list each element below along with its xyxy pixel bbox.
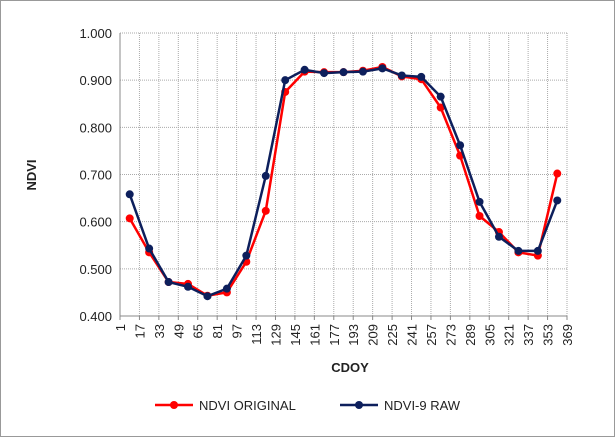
legend-marker — [355, 401, 363, 409]
x-tick-label: 65 — [191, 324, 206, 338]
data-point — [397, 71, 406, 80]
x-tick-label: 209 — [366, 324, 381, 346]
x-tick-label: 305 — [482, 324, 497, 346]
data-point — [475, 197, 484, 206]
data-point — [436, 92, 445, 101]
data-point — [261, 206, 270, 215]
data-point — [164, 278, 173, 287]
x-tick-label: 129 — [268, 324, 283, 346]
data-point — [494, 232, 503, 241]
y-tick-label: 0.600 — [79, 215, 112, 230]
data-point — [533, 246, 542, 255]
y-tick-label: 0.400 — [79, 309, 112, 324]
y-tick-label: 0.800 — [79, 120, 112, 135]
y-tick-label: 0.900 — [79, 73, 112, 88]
legend-label: NDVI-9 RAW — [384, 398, 461, 413]
legend-marker — [170, 401, 178, 409]
data-point — [553, 169, 562, 178]
x-tick-label: 49 — [171, 324, 186, 338]
x-tick-label: 113 — [249, 324, 264, 345]
y-tick-label: 0.700 — [79, 168, 112, 183]
x-tick-label: 17 — [132, 324, 147, 338]
x-tick-label: 1 — [113, 324, 128, 331]
x-tick-label: 193 — [346, 324, 361, 346]
x-tick-label: 353 — [541, 324, 556, 346]
data-point — [222, 284, 231, 293]
data-point — [436, 103, 445, 112]
data-point — [125, 190, 134, 199]
data-point — [553, 196, 562, 205]
data-point — [417, 72, 426, 81]
x-tick-label: 161 — [307, 324, 322, 346]
x-tick-label: 321 — [502, 324, 517, 346]
x-tick-label: 97 — [230, 324, 245, 338]
data-point — [320, 69, 329, 78]
data-point — [514, 246, 523, 255]
x-tick-label: 273 — [443, 324, 458, 346]
x-tick-label: 289 — [463, 324, 478, 346]
data-point — [300, 65, 309, 74]
x-tick-label: 33 — [152, 324, 167, 338]
data-point — [475, 212, 484, 221]
x-tick-label: 145 — [288, 324, 303, 346]
data-point — [339, 68, 348, 77]
data-point — [125, 214, 134, 223]
data-point — [358, 67, 367, 76]
y-tick-label: 1.000 — [79, 26, 112, 41]
data-point — [242, 251, 251, 260]
data-point — [145, 244, 154, 253]
x-tick-label: 81 — [210, 324, 225, 338]
x-axis-label: CDOY — [331, 360, 369, 375]
data-point — [203, 292, 212, 301]
x-tick-label: 257 — [424, 324, 439, 346]
legend-label: NDVI ORIGINAL — [199, 398, 296, 413]
y-axis-label: NDVI — [24, 159, 39, 190]
y-tick-label: 0.500 — [79, 262, 112, 277]
x-tick-label: 177 — [327, 324, 342, 346]
data-point — [281, 76, 290, 85]
x-tick-label: 241 — [405, 324, 420, 346]
x-tick-label: 369 — [560, 324, 575, 346]
data-point — [456, 141, 465, 150]
data-point — [184, 282, 193, 291]
data-point — [261, 171, 270, 180]
data-point — [378, 64, 387, 73]
x-tick-label: 337 — [521, 324, 536, 346]
x-tick-label: 225 — [385, 324, 400, 346]
